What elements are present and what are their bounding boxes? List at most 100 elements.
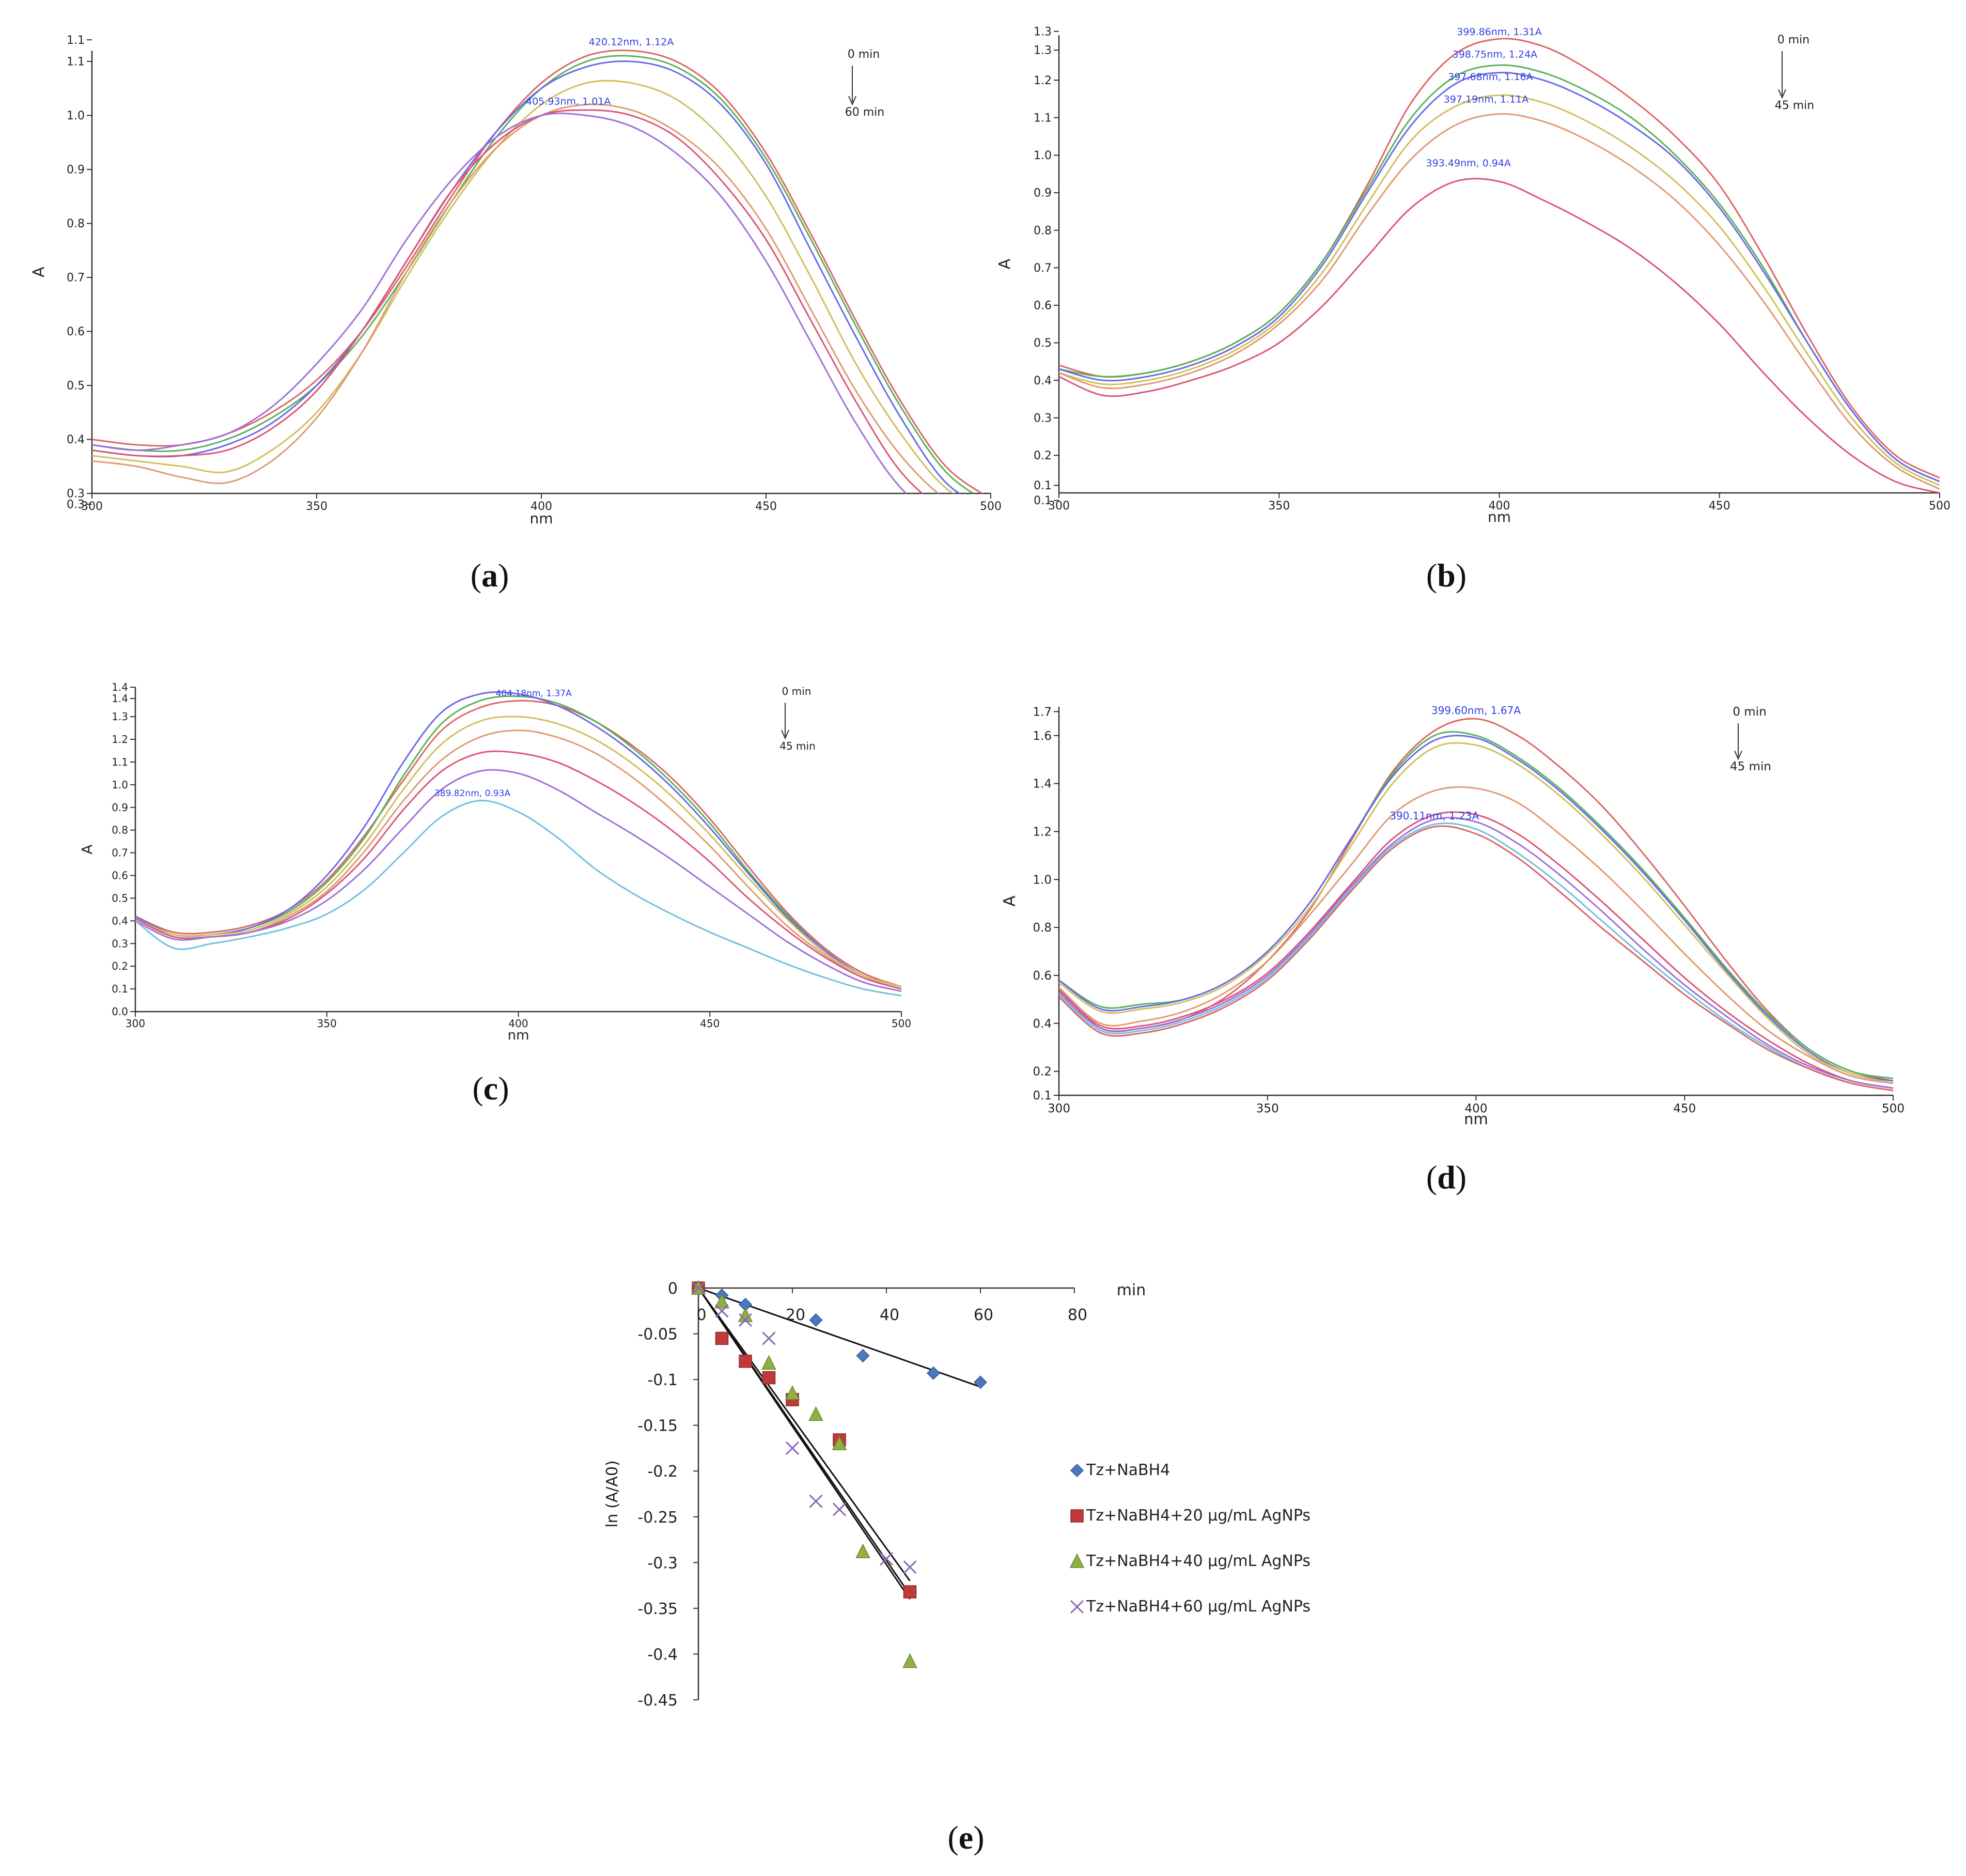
x-tick-label: 300: [126, 1017, 145, 1030]
data-point: [903, 1585, 917, 1599]
data-point: [902, 1653, 917, 1668]
y-tick-label: 1.0: [67, 110, 85, 122]
y-tick-label: 1.0: [1034, 149, 1052, 162]
data-point: [879, 1552, 894, 1566]
x-tick-label: 400: [530, 500, 552, 513]
spectrum-curve-30-min: [92, 80, 955, 493]
x-axis-label: min: [1117, 1281, 1146, 1299]
y-tick-label: 1.4: [112, 681, 128, 693]
y-tick-label: 0.6: [1034, 300, 1052, 313]
x-tick-label: 80: [1068, 1306, 1087, 1324]
y-tick-label: -0.3: [647, 1554, 678, 1572]
peak-annotation: 404.18nm, 1.37A: [496, 689, 572, 699]
panel-e: 0 20 40 60 80 0 -0.05 -0.1 -0.15 -0.2 -0.25 -0.3 -0.…: [603, 1280, 1310, 1856]
y-tick-label: 0.1: [1034, 479, 1052, 492]
data-point: [762, 1371, 776, 1385]
y-tick-label: 1.1: [1034, 112, 1052, 125]
y-tick-label: 0.6: [1033, 969, 1052, 983]
spectrum-curve-20-min: [135, 729, 901, 990]
y-tick-label: 0.4: [1034, 375, 1052, 387]
y-tick-label: 0.2: [1033, 1065, 1052, 1079]
y-tick-label: 0: [668, 1280, 678, 1298]
y-tick-label: -0.15: [637, 1417, 678, 1435]
y-tick-label: -0.25: [637, 1509, 678, 1527]
y-tick-label: 0.9: [67, 164, 85, 177]
x-tick-label: 500: [892, 1017, 911, 1030]
panel-b: 300 350 400 450 500 0.1 0.1 0.2 0.3 0.4 0.5 0.6 0.7 0…: [996, 25, 1951, 594]
spectrum-curve-40-min: [1059, 113, 1940, 490]
data-point: [808, 1406, 823, 1421]
y-tick-label: 0.4: [112, 914, 128, 927]
spectrum-curve-20-min: [1059, 786, 1893, 1084]
data-point: [738, 1307, 753, 1322]
data-point: [761, 1355, 776, 1370]
y-tick-label: 0.2: [1034, 449, 1052, 462]
time-end-label: 45 min: [1730, 760, 1771, 773]
data-point: [832, 1435, 847, 1450]
y-tick-label: 0.7: [67, 272, 85, 285]
x-tick-label: 500: [980, 500, 1002, 513]
spectrum-curve-15-min: [1059, 742, 1893, 1084]
curves: [1059, 38, 1940, 493]
y-tick-label: 0.7: [112, 847, 128, 859]
data-point: [738, 1313, 753, 1327]
x-tick-label: 350: [1256, 1102, 1279, 1115]
y-tick-label: 1.4: [112, 692, 128, 705]
peak-annotation: 393.49nm, 0.94A: [1426, 158, 1511, 169]
y-tick-label: -0.45: [637, 1692, 678, 1710]
spectrum-curve-10-min: [1059, 735, 1893, 1082]
y-axis-label: A: [996, 258, 1014, 269]
x-tick-label: 300: [1048, 500, 1070, 513]
legend-label: Tz+NaBH4+40 µg/mL AgNPs: [1086, 1552, 1310, 1570]
y-tick-label: 0.9: [1034, 187, 1052, 200]
legend-marker: [1070, 1600, 1084, 1614]
x-tick-label: 350: [317, 1017, 337, 1030]
y-tick-label: 1.3: [112, 710, 128, 723]
y-tick-label: -0.4: [647, 1646, 678, 1664]
y-tick-label: 1.6: [1033, 730, 1052, 743]
y-axis-label: A: [30, 267, 48, 277]
data-point: [785, 1385, 800, 1400]
y-tick-label: 0.4: [67, 433, 85, 446]
spectrum-curve-45-min: [135, 800, 901, 997]
spectrum-curve-10-min: [92, 55, 975, 493]
legend-item: Tz+NaBH4+60 µg/mL AgNPs: [1070, 1598, 1310, 1616]
y-tick-label: 0.2: [112, 960, 128, 972]
y-tick-label: 0.1: [112, 983, 128, 995]
curves: [92, 49, 984, 493]
y-tick-label: 1.0: [112, 779, 128, 791]
legend-marker: [1070, 1509, 1084, 1523]
data-point: [903, 1560, 917, 1574]
x-tick-label: 350: [1268, 500, 1290, 513]
data-point: [739, 1354, 752, 1368]
y-axis-label: A: [1001, 895, 1019, 906]
data-point: [832, 1502, 847, 1516]
x-tick-label: 300: [1048, 1102, 1070, 1115]
y-tick-label: -0.05: [637, 1326, 678, 1344]
peak-annotation: 397.68nm, 1.16A: [1448, 71, 1533, 83]
y-tick-label: 0.7: [1034, 262, 1052, 275]
y-tick-label: 0.3: [112, 937, 128, 950]
spectrum-curve-5-min: [135, 695, 901, 988]
legend-label: Tz+NaBH4+20 µg/mL AgNPs: [1086, 1507, 1310, 1525]
y-tick-label: 0.8: [112, 824, 128, 836]
y-tick-label: 0.1: [1034, 494, 1052, 507]
spectrum-curve-0-min: [92, 49, 984, 493]
y-tick-label: 1.3: [1034, 44, 1052, 57]
x-tick-label: 450: [700, 1017, 720, 1030]
y-tick-label: 1.2: [112, 733, 128, 746]
y-tick-label: 1.0: [1033, 873, 1052, 887]
panel-c: 300 350 400 450 500 0.0 0.1 0.2 0.3 0.4 0.5 0.6 0.7 0…: [79, 681, 911, 1107]
y-tick-label: 0.8: [67, 218, 85, 230]
x-tick-label: 450: [755, 500, 777, 513]
y-tick-label: -0.35: [637, 1600, 678, 1618]
y-tick-label: 0.3: [1034, 412, 1052, 425]
fit-line: [697, 1288, 911, 1582]
caption-e: (e): [947, 1819, 984, 1856]
caption-a: (a): [471, 557, 509, 594]
y-tick-label: 1.7: [1033, 705, 1052, 719]
y-tick-label: 0.9: [112, 801, 128, 814]
data-point: [973, 1375, 988, 1389]
legend-item: Tz+NaBH4+20 µg/mL AgNPs: [1070, 1507, 1310, 1525]
